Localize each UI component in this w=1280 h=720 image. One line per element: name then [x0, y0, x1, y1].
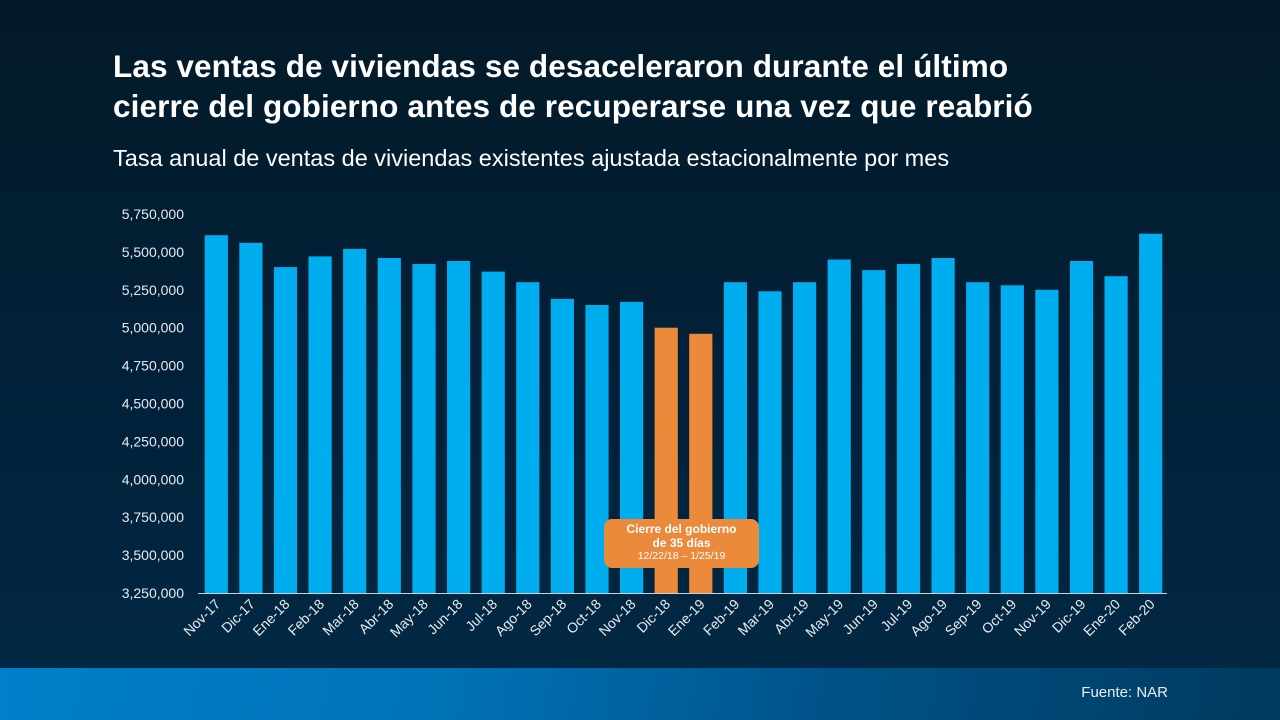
chart-title: Las ventas de viviendas se desaceleraron… — [113, 46, 1233, 126]
y-tick-label: 5,000,000 — [122, 320, 184, 336]
x-tick-label: Mar-18 — [319, 596, 362, 639]
annotation-line-2: de 35 días — [652, 536, 711, 550]
bar-jul-19 — [896, 264, 921, 593]
x-tick-label: Nov-17 — [180, 596, 223, 639]
bar-may-18 — [412, 264, 436, 593]
bar-ene-20 — [1104, 276, 1128, 593]
bar-dic-19 — [1069, 261, 1094, 593]
x-tick-label: Jun-18 — [424, 596, 466, 638]
bar-feb-18 — [308, 256, 332, 593]
source-label: Fuente: NAR — [1081, 684, 1168, 701]
bar-jun-19 — [862, 270, 886, 593]
x-tick-label: Sep-18 — [526, 596, 569, 639]
x-tick-label: Jun-19 — [839, 596, 881, 638]
x-axis: Nov-17Dic-17Ene-18Feb-18Mar-18Abr-18May-… — [180, 596, 1158, 640]
bar-ago-19 — [931, 258, 955, 593]
y-tick-label: 4,750,000 — [122, 358, 184, 374]
x-tick-label: May-18 — [387, 596, 431, 640]
y-tick-label: 3,500,000 — [122, 547, 184, 563]
y-tick-label: 5,750,000 — [122, 206, 184, 222]
x-tick-label: Ene-19 — [665, 596, 708, 639]
footer-band — [0, 668, 1280, 720]
shutdown-annotation: Cierre del gobierno de 35 días 12/22/18 … — [604, 519, 759, 568]
bar-feb-19 — [723, 282, 747, 593]
bar-sep-18 — [550, 298, 574, 593]
bar-dic-17 — [239, 242, 263, 594]
y-tick-label: 4,250,000 — [122, 433, 184, 449]
x-tick-label: Ene-18 — [249, 596, 292, 639]
chart-title-line-2: cierre del gobierno antes de recuperarse… — [113, 88, 1033, 124]
x-tick-label: Mar-19 — [734, 596, 777, 639]
x-tick-label: Nov-19 — [1011, 596, 1054, 639]
x-tick-label: Sep-19 — [942, 596, 985, 639]
chart-title-line-1: Las ventas de viviendas se desaceleraron… — [113, 48, 1009, 84]
x-tick-label: Ago-19 — [907, 596, 950, 639]
bar-oct-18 — [585, 305, 609, 593]
bar-abr-18 — [377, 258, 401, 593]
x-tick-label: Nov-18 — [595, 596, 638, 639]
y-tick-label: 5,250,000 — [122, 282, 184, 298]
y-tick-label: 4,500,000 — [122, 396, 184, 412]
bar-feb-20 — [1139, 233, 1163, 593]
y-axis: 3,250,000 3,500,000 3,750,000 4,000,000 4,25… — [122, 206, 184, 601]
bar-mar-18 — [343, 248, 367, 593]
bar-nov-17 — [204, 235, 228, 593]
bar-mar-19 — [758, 291, 782, 593]
annotation-line-1: Cierre del gobierno — [626, 522, 737, 536]
bar-sep-19 — [966, 282, 990, 593]
bar-oct-19 — [1000, 285, 1024, 593]
bar-may-19 — [827, 259, 851, 593]
bar-ago-18 — [516, 282, 540, 593]
x-tick-label: May-19 — [802, 596, 846, 640]
x-tick-label: Feb-18 — [285, 596, 328, 639]
bar-nov-19 — [1035, 289, 1059, 593]
bar-abr-19 — [793, 282, 817, 593]
y-tick-label: 4,000,000 — [122, 471, 184, 487]
chart-subtitle: Tasa anual de ventas de viviendas existe… — [113, 145, 950, 171]
bar-jul-18 — [481, 271, 505, 593]
x-tick-label: Ene-20 — [1080, 596, 1123, 639]
y-tick-label: 3,250,000 — [122, 585, 184, 601]
bar-chart: 3,250,000 3,500,000 3,750,000 4,000,000 4,25… — [122, 206, 1167, 640]
y-tick-label: 5,500,000 — [122, 244, 184, 260]
y-tick-label: 3,750,000 — [122, 509, 184, 525]
bar-jun-18 — [447, 261, 471, 593]
annotation-dates: 12/22/18 – 1/25/19 — [637, 550, 726, 562]
x-tick-label: Ago-18 — [492, 596, 535, 639]
bar-ene-18 — [273, 267, 298, 593]
x-tick-label: Feb-19 — [700, 596, 743, 639]
x-tick-label: Feb-20 — [1115, 596, 1158, 639]
